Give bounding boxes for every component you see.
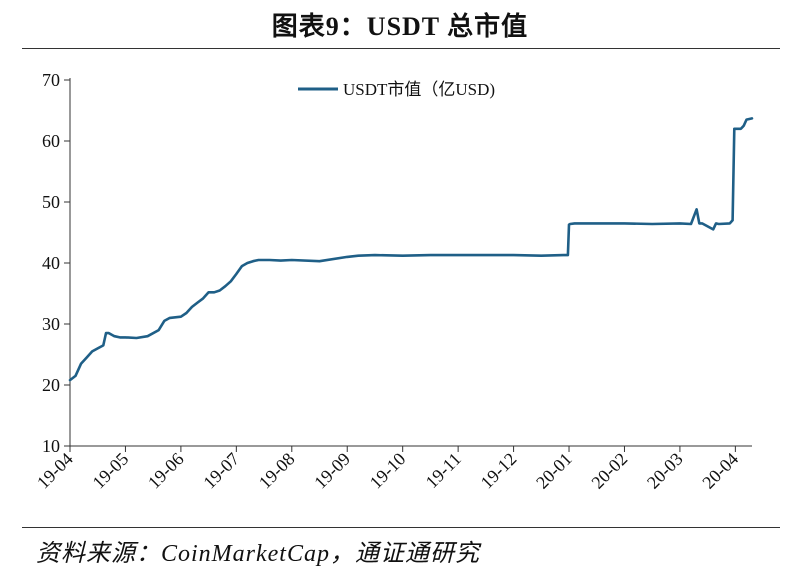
y-tick-label: 60 xyxy=(42,131,60,151)
x-tick-label: 20-03 xyxy=(643,449,687,493)
x-tick-label: 20-02 xyxy=(587,449,631,493)
legend-label: USDT市值（亿USD) xyxy=(343,80,495,99)
top-rule xyxy=(22,48,780,49)
x-tick-label: 19-06 xyxy=(144,449,188,493)
source-note: 资料来源：CoinMarketCap，通证通研究 xyxy=(36,541,480,567)
x-tick-label: 19-09 xyxy=(310,449,354,493)
x-tick-label: 19-07 xyxy=(199,449,243,493)
x-tick-label: 20-04 xyxy=(698,449,742,493)
x-tick-label: 19-12 xyxy=(477,449,521,493)
bottom-rule xyxy=(22,527,780,528)
series-line xyxy=(68,117,754,382)
x-tick-label: 19-11 xyxy=(422,449,465,492)
y-axis: 10 20 30 40 50 60 70 xyxy=(42,70,71,456)
y-tick-label: 10 xyxy=(42,436,60,456)
y-tick-label: 30 xyxy=(42,314,60,334)
x-tick-label: 19-04 xyxy=(33,449,77,493)
y-tick-label: 20 xyxy=(42,375,60,395)
legend: USDT市值（亿USD) xyxy=(298,80,495,99)
y-tick-label: 70 xyxy=(42,70,60,90)
x-tick-label: 19-08 xyxy=(255,449,299,493)
chart-title: 图表9：USDT 总市值 xyxy=(271,12,529,41)
y-tick-label: 50 xyxy=(42,192,60,212)
y-tick-label: 40 xyxy=(42,253,60,273)
series-layer xyxy=(68,117,754,382)
x-axis: 19-04 19-05 19-06 19-07 19-08 19-09 19-10 19-11… xyxy=(33,445,752,493)
x-tick-label: 19-05 xyxy=(88,449,132,493)
x-tick-label: 20-01 xyxy=(532,449,576,493)
x-tick-label: 19-10 xyxy=(366,449,410,493)
